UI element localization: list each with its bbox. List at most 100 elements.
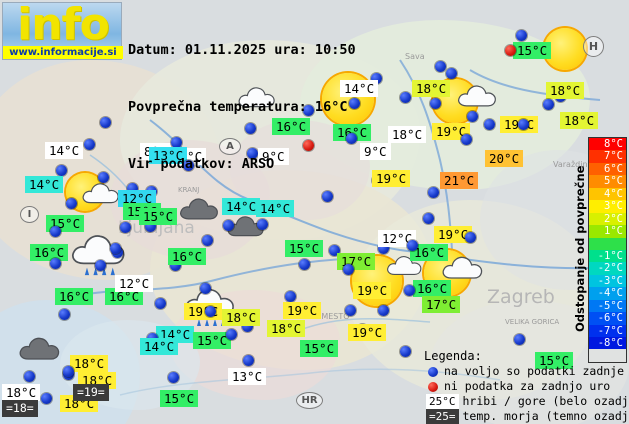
scale-title: Odstopanje od povprečne temperature:: [573, 165, 601, 333]
station-dot-no-data[interactable]: [303, 140, 314, 151]
station-dot[interactable]: [407, 240, 418, 251]
station-dot[interactable]: [322, 191, 333, 202]
station-dot[interactable]: [430, 98, 441, 109]
temperature-chip: 18°C: [267, 320, 306, 337]
station-dot[interactable]: [518, 119, 529, 130]
station-dot[interactable]: [467, 111, 478, 122]
station-dot[interactable]: [120, 222, 131, 233]
station-dot[interactable]: [56, 165, 67, 176]
country-code-marker: A: [219, 138, 241, 155]
temperature-chip: 16°C: [272, 118, 311, 135]
cloud-icon: [82, 183, 119, 204]
station-dot[interactable]: [329, 245, 340, 256]
station-dot[interactable]: [50, 258, 61, 269]
station-dot[interactable]: [110, 243, 121, 254]
temperature-chip: 19°C: [434, 226, 473, 243]
temperature-chip: 12°C: [118, 190, 157, 207]
station-dot[interactable]: [242, 321, 253, 332]
station-dot[interactable]: [516, 30, 527, 41]
station-dot[interactable]: [423, 213, 434, 224]
station-dot-no-data[interactable]: [505, 45, 516, 56]
station-dot[interactable]: [202, 235, 213, 246]
station-dot[interactable]: [346, 133, 357, 144]
station-dot[interactable]: [378, 305, 389, 316]
station-dot[interactable]: [50, 226, 61, 237]
temperature-chip: 14°C: [45, 142, 84, 159]
sea-temperature-chip: =19=: [73, 384, 109, 401]
legend-row-text: temp. morja (temno ozadje): [462, 409, 629, 423]
scale-swatch: 5°C: [589, 175, 626, 188]
station-dot[interactable]: [465, 232, 476, 243]
cloud-icon: [387, 255, 422, 275]
station-dot[interactable]: [95, 260, 106, 271]
station-dot[interactable]: [243, 355, 254, 366]
station-dot[interactable]: [171, 137, 182, 148]
station-dot[interactable]: [170, 260, 181, 271]
station-dot[interactable]: [84, 139, 95, 150]
raindrop-icon: [102, 267, 107, 276]
temperature-chip: 14°C: [340, 80, 379, 97]
station-dot[interactable]: [24, 371, 35, 382]
cloud-icon: [19, 337, 60, 360]
header-data-source: Vir podatkov: ARSO: [128, 156, 275, 172]
station-dot[interactable]: [285, 291, 296, 302]
station-dot[interactable]: [371, 73, 382, 84]
station-dot[interactable]: [100, 117, 111, 128]
station-dot[interactable]: [404, 285, 415, 296]
station-dot[interactable]: [400, 92, 411, 103]
station-dot[interactable]: [484, 119, 495, 130]
temperature-chip: 18°C: [222, 309, 261, 326]
station-dot[interactable]: [461, 134, 472, 145]
temperature-chip: 18°C: [412, 80, 451, 97]
station-dot[interactable]: [303, 105, 314, 116]
legend-row: na voljo so podatki zadnje ure: [424, 364, 629, 379]
place-label: Zagreb: [487, 286, 555, 308]
station-dot[interactable]: [66, 198, 77, 209]
station-dot[interactable]: [349, 98, 360, 109]
station-dot[interactable]: [155, 298, 166, 309]
station-dot[interactable]: [400, 346, 411, 357]
station-dot[interactable]: [168, 372, 179, 383]
station-dot[interactable]: [345, 305, 356, 316]
station-dot[interactable]: [59, 309, 70, 320]
station-dot[interactable]: [200, 283, 211, 294]
station-dot[interactable]: [183, 160, 194, 171]
temperature-chip: 16°C: [168, 248, 207, 265]
site-logo[interactable]: info www.informacije.si: [2, 0, 123, 60]
logo-site-url: www.informacije.si: [3, 46, 123, 59]
temperature-chip: 16°C: [333, 124, 372, 141]
station-dot[interactable]: [257, 219, 268, 230]
station-dot[interactable]: [205, 306, 216, 317]
legend-row: =25= temp. morja (temno ozadje): [424, 409, 629, 424]
legend-row-text: na voljo so podatki zadnje ure: [444, 364, 629, 378]
station-dot[interactable]: [435, 61, 446, 72]
station-dot[interactable]: [41, 393, 52, 404]
legend-row-text: hribi / gore (belo ozadje): [462, 394, 629, 408]
station-dot[interactable]: [145, 221, 156, 232]
station-dot[interactable]: [428, 187, 439, 198]
temperature-chip: 15°C: [535, 352, 574, 369]
station-dot[interactable]: [63, 366, 74, 377]
place-label: VELIKA GORICA: [505, 318, 560, 326]
station-dot[interactable]: [98, 172, 109, 183]
temperature-chip: 15°C: [139, 208, 178, 225]
station-dot[interactable]: [343, 264, 354, 275]
temperature-chip: 20°C: [485, 150, 524, 167]
station-dot[interactable]: [247, 148, 258, 159]
station-dot[interactable]: [446, 68, 457, 79]
station-dot[interactable]: [514, 334, 525, 345]
station-dot[interactable]: [299, 259, 310, 270]
high-pressure-label: H: [588, 40, 599, 53]
station-dot[interactable]: [127, 183, 138, 194]
station-dot[interactable]: [223, 220, 234, 231]
station-dot[interactable]: [245, 123, 256, 134]
station-dot[interactable]: [543, 99, 554, 110]
station-dot[interactable]: [378, 243, 389, 254]
temperature-chip: 14°C: [222, 198, 261, 215]
scale-swatch: 8°C: [589, 138, 626, 151]
temperature-chip: 12°C: [115, 275, 154, 292]
temperature-chip: 14°C: [25, 176, 64, 193]
temperature-chip: 15°C: [160, 390, 199, 407]
station-dot[interactable]: [226, 329, 237, 340]
